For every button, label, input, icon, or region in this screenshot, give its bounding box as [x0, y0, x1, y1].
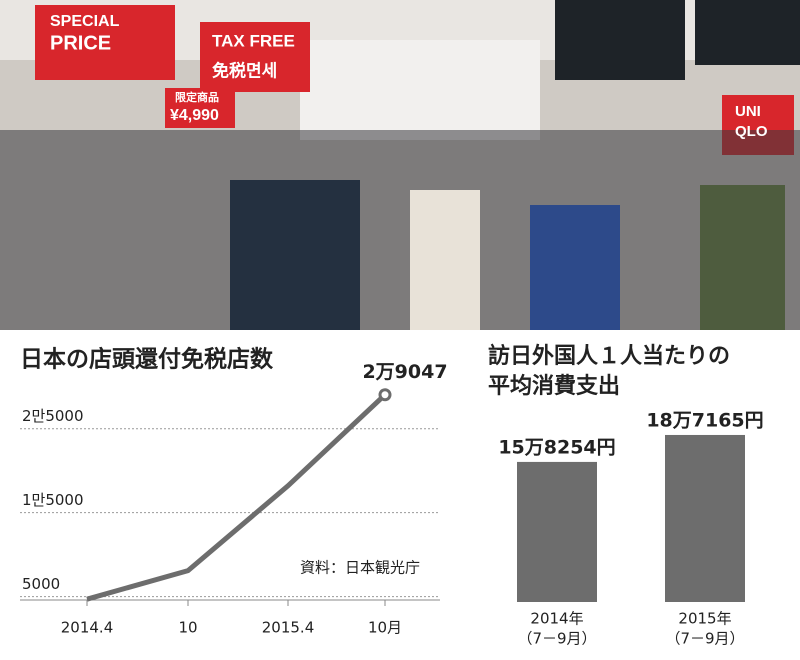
x-tick-label: （7－9月）	[517, 630, 596, 648]
x-tick-label: 2014年	[530, 610, 583, 628]
person	[230, 180, 360, 330]
y-tick-label: 5000	[22, 575, 60, 593]
sign-text: TAX FREE	[212, 31, 295, 50]
person	[410, 190, 480, 330]
monitor	[695, 0, 800, 65]
y-tick-label: 2만5000	[22, 407, 84, 425]
x-tick-label: 2014.4	[61, 619, 114, 637]
chart-title: 平均消費支出	[488, 373, 620, 399]
x-tick-label: 2015.4	[262, 619, 315, 637]
x-tick-label: 2015年	[678, 610, 731, 628]
value-label: 2万9047	[362, 361, 447, 383]
monitor	[555, 0, 685, 80]
x-tick-label: 10月	[368, 619, 402, 637]
value-label: 18万7165円	[646, 409, 763, 431]
source-note: 資料：日本観光庁	[300, 559, 420, 577]
sign-text: QLO	[735, 123, 768, 140]
value-label: 15万8254円	[498, 436, 615, 458]
sign-text: PRICE	[50, 32, 111, 54]
bar	[517, 461, 597, 602]
line	[86, 392, 387, 602]
sign-taxfree	[200, 22, 310, 92]
sign-price	[165, 88, 235, 128]
sign-special	[35, 5, 175, 80]
person	[530, 205, 620, 330]
counter-wall	[300, 40, 540, 140]
sign-text: UNI	[735, 103, 761, 120]
photo: SPECIAL PRICE TAX FREE 免税면세 限定商品 ¥4,990 …	[0, 0, 800, 330]
sign-text: 限定商品	[175, 90, 219, 104]
crowd	[0, 130, 800, 330]
chart-title: 訪日外国人１人当たりの	[488, 343, 730, 369]
sign-text: SPECIAL	[50, 13, 120, 30]
sign-text: ¥4,990	[170, 107, 219, 124]
y-tick-label: 1만5000	[22, 491, 84, 509]
end-point	[378, 388, 392, 402]
x-tick-label: （7－9月）	[665, 630, 744, 648]
person	[700, 185, 785, 330]
bar	[665, 434, 745, 602]
x-tick-label: 10	[178, 619, 197, 637]
sign-text: 免税면세	[212, 60, 277, 80]
chart-title: 日本の店頭還付免税店数	[20, 346, 274, 373]
